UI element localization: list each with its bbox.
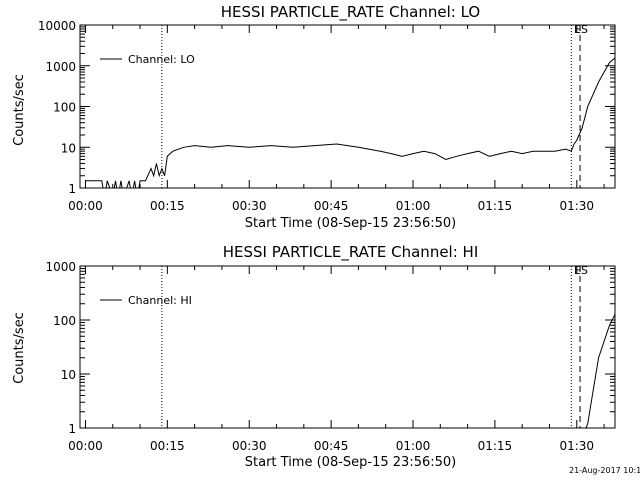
legend-label: Channel: HI (128, 294, 192, 307)
y-axis-label: Counts/sec (12, 312, 27, 384)
chart-title: HESSI PARTICLE_RATE Channel: HI (223, 243, 479, 262)
x-tick-label: 00:45 (314, 199, 349, 213)
plot-frame (79, 24, 616, 189)
x-tick-label: 01:15 (478, 439, 513, 453)
y-tick-label: 10000 (38, 19, 76, 33)
y-tick-label: 1000 (45, 60, 76, 74)
x-tick-label: 00:15 (150, 439, 185, 453)
x-tick-label: 01:00 (396, 439, 431, 453)
series-line-lo (85, 57, 615, 188)
y-tick-label: 100 (53, 314, 76, 328)
y-axis-label: Counts/sec (12, 74, 27, 146)
x-tick-label: 00:00 (68, 439, 103, 453)
y-tick-label: 100 (53, 101, 76, 115)
y-tick-label: 10 (61, 141, 76, 155)
legend-label: Channel: LO (128, 53, 195, 66)
x-axis-label: Start Time (08-Sep-15 23:56:50) (245, 455, 456, 470)
chart-panel-hi: HESSI PARTICLE_RATE Channel: HI Start Tim… (12, 243, 616, 470)
marker-label: ES (574, 264, 588, 277)
x-tick-label: 01:00 (396, 199, 431, 213)
x-tick-label: 00:30 (232, 439, 267, 453)
x-tick-label: 01:30 (559, 199, 594, 213)
y-tick-label: 1000 (45, 260, 76, 274)
chart-title: HESSI PARTICLE_RATE Channel: LO (221, 3, 480, 22)
x-tick-label: 00:15 (150, 199, 185, 213)
x-tick-label: 01:15 (478, 199, 513, 213)
y-tick-label: 1 (68, 422, 76, 436)
x-tick-label: 00:45 (314, 439, 349, 453)
series-line-hi (585, 313, 615, 428)
y-tick-label: 10 (61, 368, 76, 382)
plot-frame (79, 265, 616, 429)
marker-label: ES (574, 23, 588, 36)
x-tick-label: 00:00 (68, 199, 103, 213)
x-tick-label: 00:30 (232, 199, 267, 213)
x-tick-label: 01:30 (559, 439, 594, 453)
footer-timestamp: 21-Aug-2017 10:18 (569, 466, 640, 475)
y-tick-label: 1 (68, 182, 76, 196)
x-axis-label: Start Time (08-Sep-15 23:56:50) (245, 216, 456, 231)
chart-panel-lo: HESSI PARTICLE_RATE Channel: LO Start Tim… (12, 3, 616, 231)
